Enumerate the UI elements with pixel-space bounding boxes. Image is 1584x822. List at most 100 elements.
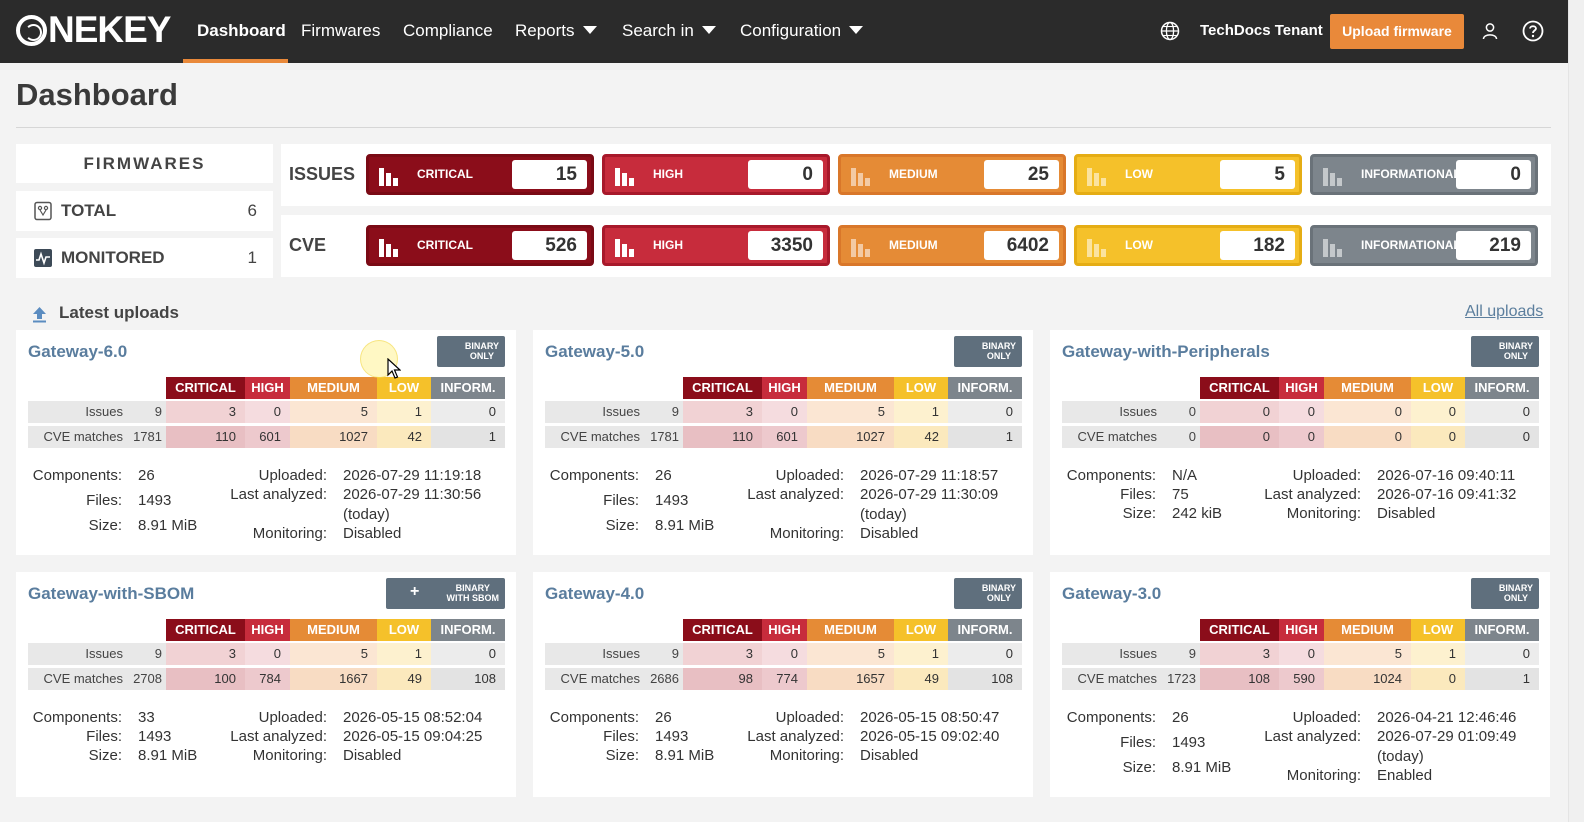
files-label: Files: xyxy=(86,492,122,509)
analyzed-value: 2026-07-29 11:30:56 xyxy=(343,486,482,503)
analyzed-label: Last analyzed: xyxy=(747,728,844,745)
firmware-card[interactable]: Gateway-4.0 BINARY ONLY CRITICAL HIGH MEDIUM L… xyxy=(533,572,1033,797)
tenant-selector[interactable]: TechDocs Tenant xyxy=(1200,22,1323,39)
firmware-metadata: Components: N/A Files: 75 Size: 242 kiB Upload… xyxy=(1050,466,1550,556)
nav-configuration[interactable]: Configuration xyxy=(740,0,864,63)
files-value: 1493 xyxy=(138,728,172,745)
row-total: 2708 xyxy=(133,671,162,686)
onekey-logo[interactable]: NEKEY xyxy=(16,9,171,50)
total-label: TOTAL xyxy=(61,201,117,220)
issues-severity-name: INFORMATIONAL xyxy=(1361,167,1461,181)
firmware-name-link[interactable]: Gateway-5.0 xyxy=(545,342,645,361)
firmware-name-link[interactable]: Gateway-with-Peripherals xyxy=(1062,342,1270,361)
severity-table-header: CRITICAL HIGH MEDIUM LOW INFORM. xyxy=(28,619,505,641)
monitoring-label: Monitoring: xyxy=(769,747,844,764)
row-total: 9 xyxy=(1188,646,1196,661)
issues-low-box[interactable]: LOW 5 xyxy=(1074,154,1302,195)
firmware-card[interactable]: Gateway-3.0 BINARY ONLY CRITICAL HIGH MEDIUM L… xyxy=(1050,572,1550,797)
cve-high-box[interactable]: HIGH 3350 xyxy=(602,225,830,266)
upload-arrow-icon xyxy=(33,307,46,323)
issues-high-box[interactable]: HIGH 0 xyxy=(602,154,830,195)
severity-column-header: INFORM. xyxy=(1465,619,1539,641)
issues-label: ISSUES xyxy=(289,164,356,184)
nav-firmwares[interactable]: Firmwares xyxy=(301,21,381,40)
nav-dashboard[interactable]: Dashboard xyxy=(197,21,286,40)
uploaded-label: Uploaded: xyxy=(1292,709,1361,726)
severity-column-header: CRITICAL xyxy=(683,377,762,399)
cve-medium-box[interactable]: MEDIUM 6402 xyxy=(838,225,1066,266)
badge-line-2: WITH SBOM xyxy=(446,592,500,603)
issues-row[interactable]: Issues 9 3 0 5 1 0 xyxy=(545,643,1022,665)
binary-file-icon xyxy=(445,342,459,360)
firmware-type-text: BINARY WITH SBOM xyxy=(446,583,500,603)
help-icon[interactable] xyxy=(1522,20,1544,42)
nav-search-in[interactable]: Search in xyxy=(622,0,716,63)
firmware-card[interactable]: Gateway-6.0 BINARY ONLY CRITICAL HIGH MEDIUM L… xyxy=(16,330,516,555)
issues-row[interactable]: Issues 0 0 0 0 0 0 xyxy=(1062,401,1539,423)
cve-row-label: CVE matches 2708 xyxy=(28,668,166,690)
issues-informational-box[interactable]: INFORMATIONAL 0 xyxy=(1310,154,1538,195)
upload-firmware-button[interactable]: Upload firmware xyxy=(1330,14,1464,49)
row-total: 1781 xyxy=(650,429,679,444)
cve-low-box[interactable]: LOW 182 xyxy=(1074,225,1302,266)
user-icon[interactable] xyxy=(1481,22,1499,40)
cve-row[interactable]: CVE matches 0 0 0 0 0 0 xyxy=(1062,426,1539,448)
firmware-name-link[interactable]: Gateway-with-SBOM xyxy=(28,584,195,603)
row-total: 9 xyxy=(154,404,162,419)
monitoring-value: Enabled xyxy=(1377,767,1433,784)
title-divider xyxy=(16,127,1551,128)
clock-icon[interactable] xyxy=(357,585,377,605)
severity-column-header: CRITICAL xyxy=(683,619,762,641)
page-scrollbar[interactable] xyxy=(1568,0,1584,822)
nav-compliance[interactable]: Compliance xyxy=(403,21,493,40)
severity-column-header: LOW xyxy=(1411,619,1465,641)
severity-column-header: LOW xyxy=(894,619,948,641)
files-label: Files: xyxy=(603,492,639,509)
issues-severity-count: 0 xyxy=(748,160,823,189)
severity-column-header: HIGH xyxy=(762,619,807,641)
files-label: Files: xyxy=(603,728,639,745)
uploaded-value: 2026-07-29 11:19:18 xyxy=(343,467,482,484)
cve-row[interactable]: CVE matches 1781 110 601 1027 42 1 xyxy=(545,426,1022,448)
firmware-name-link[interactable]: Gateway-4.0 xyxy=(545,584,645,603)
firmwares-monitored-row[interactable]: MONITORED 1 xyxy=(16,238,273,278)
firmware-card[interactable]: Gateway-5.0 BINARY ONLY CRITICAL HIGH MEDIUM L… xyxy=(533,330,1033,555)
issues-row[interactable]: Issues 9 3 0 5 1 0 xyxy=(1062,643,1539,665)
severity-column-header: LOW xyxy=(1411,377,1465,399)
firmwares-total-row[interactable]: TOTAL 6 xyxy=(16,191,273,231)
firmware-card[interactable]: Gateway-with-SBOM + BINARY WITH SBOM CRITICA… xyxy=(16,572,516,797)
row-total: 9 xyxy=(671,646,679,661)
components-value: N/A xyxy=(1172,467,1198,484)
firmware-type-badge: BINARY ONLY xyxy=(954,336,1022,367)
severity-count-cell: 1657 xyxy=(807,668,894,690)
issues-critical-box[interactable]: CRITICAL 15 xyxy=(366,154,594,195)
issues-row[interactable]: Issues 9 3 0 5 1 0 xyxy=(28,643,505,665)
issues-row[interactable]: Issues 9 3 0 5 1 0 xyxy=(545,401,1022,423)
row-label: Issues xyxy=(85,404,123,419)
firmware-metadata: Components: 26 Files: 1493 Size: 8.91 MiB Uplo… xyxy=(1050,708,1550,798)
cve-row[interactable]: CVE matches 2686 98 774 1657 49 108 xyxy=(545,668,1022,690)
firmware-name-link[interactable]: Gateway-3.0 xyxy=(1062,584,1162,603)
severity-table-header: CRITICAL HIGH MEDIUM LOW INFORM. xyxy=(1062,619,1539,641)
issues-row[interactable]: Issues 9 3 0 5 1 0 xyxy=(28,401,505,423)
severity-column-header: MEDIUM xyxy=(807,619,894,641)
size-label: Size: xyxy=(605,747,639,764)
cve-informational-box[interactable]: INFORMATIONAL 219 xyxy=(1310,225,1538,266)
firmware-card[interactable]: Gateway-with-Peripherals BINARY ONLY CRITIC… xyxy=(1050,330,1550,555)
cve-row[interactable]: CVE matches 1781 110 601 1027 42 1 xyxy=(28,426,505,448)
cve-critical-box[interactable]: CRITICAL 526 xyxy=(366,225,594,266)
severity-column-header: CRITICAL xyxy=(1200,619,1279,641)
all-uploads-link[interactable]: All uploads xyxy=(1465,303,1544,320)
severity-count-cell: 0 xyxy=(1279,426,1324,448)
nav-reports[interactable]: Reports xyxy=(515,0,597,63)
row-label: CVE matches xyxy=(560,671,640,686)
issues-severity-name: MEDIUM xyxy=(889,167,938,181)
severity-table-header: CRITICAL HIGH MEDIUM LOW INFORM. xyxy=(545,619,1022,641)
firmware-name-link[interactable]: Gateway-6.0 xyxy=(28,342,128,361)
issues-medium-box[interactable]: MEDIUM 25 xyxy=(838,154,1066,195)
cve-row[interactable]: CVE matches 2708 100 784 1667 49 108 xyxy=(28,668,505,690)
globe-icon[interactable] xyxy=(1160,21,1180,41)
issues-severity-count: 5 xyxy=(1220,160,1295,189)
cve-row[interactable]: CVE matches 1723 108 590 1024 0 1 xyxy=(1062,668,1539,690)
chevron-down-icon xyxy=(582,26,597,34)
